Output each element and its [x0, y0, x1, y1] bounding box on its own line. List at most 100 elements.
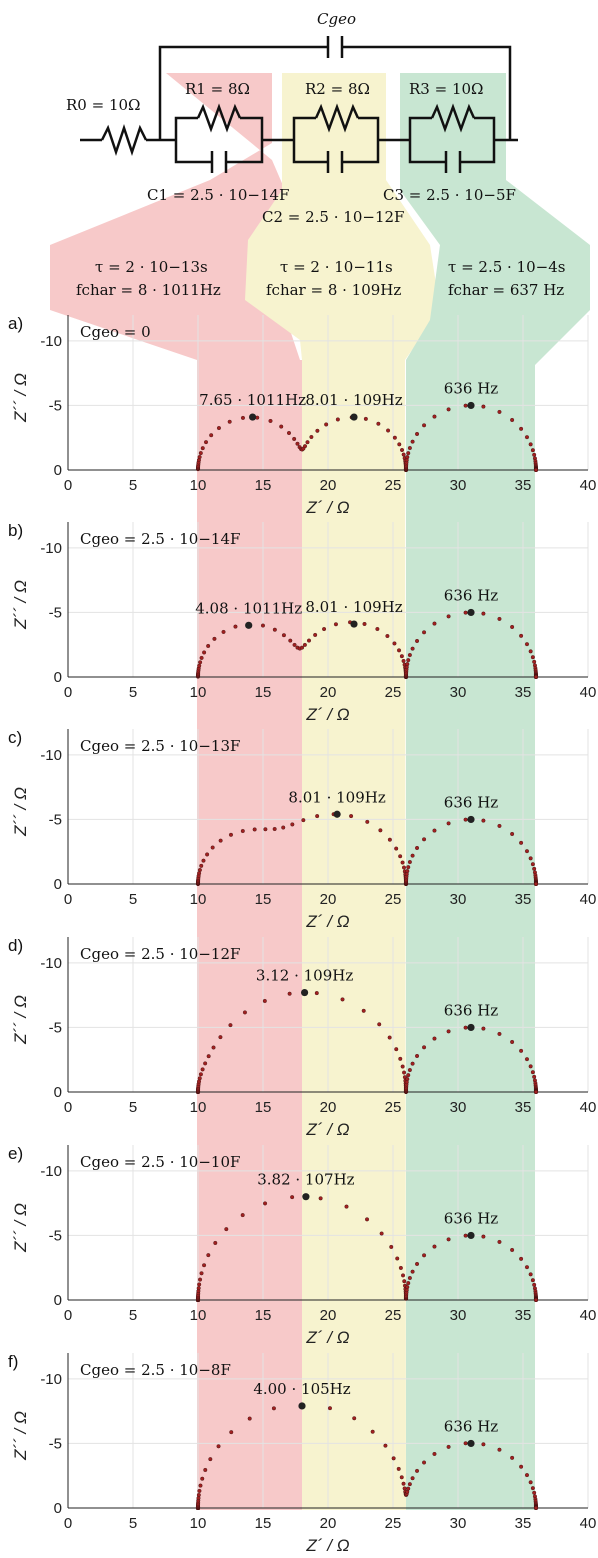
data-point: [402, 1279, 407, 1284]
data-point: [268, 418, 273, 423]
x-tick-label: 35: [515, 1515, 532, 1532]
rc2-frame-b: [292, 140, 328, 164]
data-point: [375, 627, 380, 632]
fchar3-label: fchar = 637 Hz: [448, 281, 564, 299]
data-point: [370, 1429, 375, 1434]
y-tick-label: 0: [54, 1292, 62, 1309]
x-tick-label: 30: [450, 1099, 467, 1116]
x-tick-label: 5: [129, 684, 137, 701]
y-tick-label: -10: [40, 955, 62, 972]
data-point: [197, 1076, 202, 1081]
data-point: [365, 819, 370, 824]
panel-d: 0 5 10 15 20 25 30 35 40 0 -5 -10 Z´ / Ω Z´´ / Ω d) Cge…: [8, 936, 596, 1139]
data-point: [199, 1271, 204, 1276]
data-point: [528, 1272, 533, 1277]
peak-marker: [350, 620, 358, 628]
data-point: [400, 1064, 405, 1069]
data-point: [402, 865, 407, 870]
data-point: [216, 1444, 221, 1449]
data-point: [203, 1467, 208, 1472]
data-point: [399, 1475, 404, 1480]
panel-label: f): [8, 1352, 18, 1371]
data-point: [349, 814, 354, 819]
x-tick-label: 35: [515, 684, 532, 701]
x-tick-label: 10: [190, 684, 207, 701]
data-point: [406, 865, 411, 870]
data-point: [208, 1457, 213, 1462]
data-point: [497, 1447, 502, 1452]
data-point: [212, 636, 217, 641]
data-point: [322, 627, 327, 632]
data-point: [481, 1026, 486, 1031]
data-point: [262, 998, 267, 1003]
data-point: [271, 1406, 276, 1411]
data-point: [405, 662, 410, 667]
data-point: [287, 991, 292, 996]
data-point: [240, 829, 245, 834]
data-point: [260, 623, 265, 628]
data-point: [286, 431, 291, 436]
data-point: [197, 871, 202, 876]
data-point: [309, 434, 314, 439]
y-tick-label: -5: [49, 811, 62, 828]
data-point: [198, 1072, 203, 1077]
panel-b: 0 5 10 15 20 25 30 35 40 0 -5 -10 Z´ / Ω Z´´ / Ω b) Cge…: [8, 521, 596, 724]
x-tick-label: 35: [515, 477, 532, 494]
peak-marker: [298, 1402, 306, 1410]
data-point: [405, 1077, 410, 1082]
data-point: [242, 1010, 247, 1015]
data-point: [365, 1217, 370, 1222]
data-point: [497, 823, 502, 828]
data-point: [387, 1035, 392, 1040]
rc3-frame: [408, 116, 432, 140]
data-point: [205, 852, 210, 857]
x-tick-label: 20: [320, 891, 337, 908]
data-point: [397, 442, 402, 447]
rc1-frame-b: [174, 140, 212, 164]
data-point: [481, 818, 486, 823]
y-tick-label: -5: [49, 397, 62, 414]
data-point: [415, 1261, 420, 1266]
data-point: [528, 442, 533, 447]
x-tick-label: 5: [129, 1307, 137, 1324]
x-axis-label: Z´ / Ω: [305, 1328, 349, 1347]
data-point: [398, 1056, 403, 1061]
data-point: [446, 407, 451, 412]
x-tick-label: 20: [320, 684, 337, 701]
data-point: [510, 1039, 515, 1044]
data-point: [432, 828, 437, 833]
data-point: [422, 423, 427, 428]
data-point: [200, 1476, 205, 1481]
x-tick-label: 40: [580, 1307, 597, 1324]
data-point: [532, 1282, 537, 1287]
x-tick-label: 10: [190, 891, 207, 908]
data-point: [510, 1455, 515, 1460]
cgeo-annotation: Cgeo = 2.5 · 10−8F: [80, 1361, 231, 1379]
panel-a: 0 5 10 15 20 25 30 35 40 0 -5 -10 Z´ / Ω Z´´ / Ω a) Cge…: [8, 314, 596, 517]
data-point: [524, 1265, 529, 1270]
data-point: [405, 455, 410, 460]
r2-resistor: [314, 103, 360, 133]
data-point: [228, 1023, 233, 1028]
data-point: [524, 1057, 529, 1062]
circuit-labels: Cgeo R0 = 10Ω R1 = 8Ω R2 = 8Ω R3 = 10Ω C…: [66, 10, 565, 299]
x-tick-label: 10: [190, 1099, 207, 1116]
data-point: [392, 641, 397, 646]
data-point: [510, 417, 515, 422]
data-point: [213, 1240, 218, 1245]
data-point: [288, 638, 293, 643]
band-red: [50, 73, 302, 1510]
data-point: [422, 1460, 427, 1465]
data-point: [395, 1256, 400, 1261]
x-tick-label: 25: [385, 1307, 402, 1324]
data-point: [528, 856, 533, 861]
data-point: [405, 869, 410, 874]
band-yellow: [245, 73, 440, 1510]
data-point: [281, 633, 286, 638]
data-point: [534, 1297, 539, 1302]
data-point: [378, 828, 383, 833]
x-tick-label: 10: [190, 1515, 207, 1532]
data-point: [198, 1277, 203, 1282]
data-point: [240, 415, 245, 420]
x-tick-label: 20: [320, 1307, 337, 1324]
